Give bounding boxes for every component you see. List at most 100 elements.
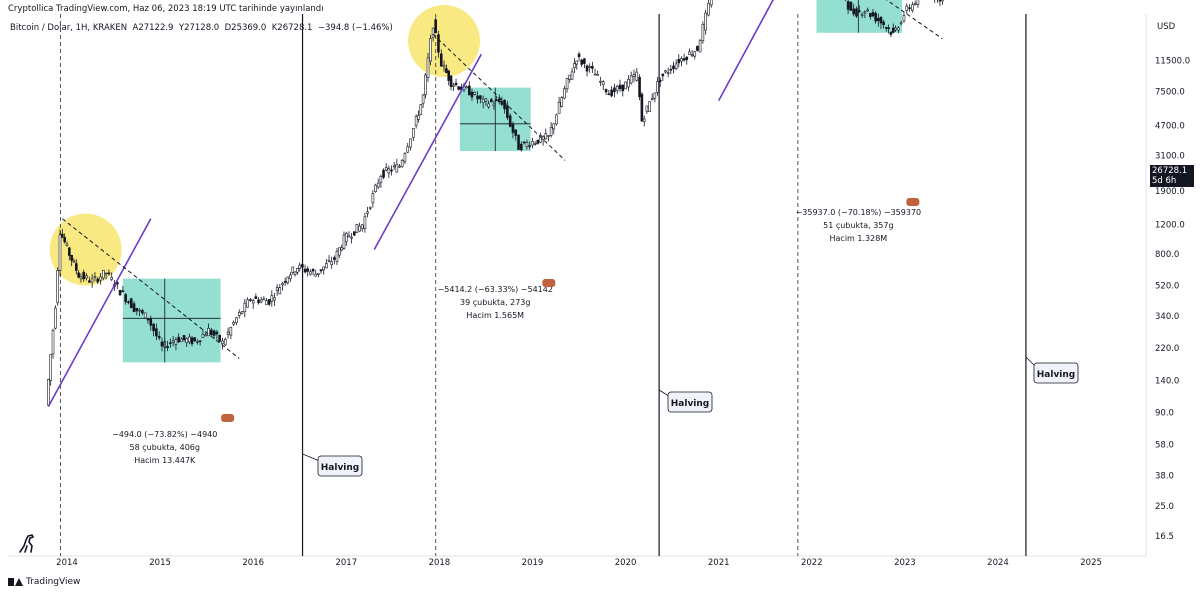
candle-body <box>860 14 864 16</box>
candle-body <box>525 142 529 147</box>
candle-body <box>849 1 853 11</box>
candle-body <box>669 69 673 71</box>
bear-icon <box>221 414 235 422</box>
candle-body <box>366 211 369 214</box>
candle-body <box>552 123 556 130</box>
candle-body <box>355 224 359 233</box>
candle-body <box>690 54 694 57</box>
x-tick-label: 2018 <box>429 558 451 568</box>
candle-body <box>506 105 509 118</box>
candle-body <box>190 337 194 345</box>
halving-callout-box <box>667 391 713 413</box>
candle-body <box>72 260 76 263</box>
candle-body <box>335 250 339 262</box>
candle-body <box>75 263 78 271</box>
trend-line <box>47 218 152 407</box>
candle-body <box>368 206 372 209</box>
y-tick-label: 520.0 <box>1155 281 1179 291</box>
x-tick-label: 2014 <box>56 558 78 568</box>
candle-body <box>541 136 545 140</box>
candle-body <box>908 7 911 10</box>
candle-body <box>874 12 877 22</box>
candle-body <box>693 51 697 57</box>
candle-body <box>889 31 893 35</box>
candle-body <box>240 311 244 314</box>
candle-body <box>677 59 681 64</box>
candle-body <box>296 268 299 273</box>
candle-body <box>352 231 356 236</box>
candle-body <box>449 75 453 87</box>
candle-body <box>484 98 488 102</box>
candle-body <box>409 138 412 148</box>
candle-body <box>632 74 636 77</box>
candle-body <box>193 337 196 342</box>
candle-body <box>479 95 482 100</box>
candle-body <box>340 247 343 251</box>
candle-body <box>666 72 670 74</box>
measure-bars-text: 51 çubukta, 357g <box>823 221 893 230</box>
x-tick-label: 2024 <box>987 558 1009 568</box>
measure-change-text: −5414.2 (−63.33%) −54142 <box>438 285 553 294</box>
candle-body <box>232 322 235 325</box>
measure-volume-text: Hacim 1.565M <box>466 311 524 320</box>
candle-body <box>82 271 86 280</box>
candle-body <box>79 276 83 280</box>
candle-body <box>143 312 147 319</box>
candle-body <box>638 76 641 98</box>
candle-body <box>531 141 534 146</box>
candle-body <box>309 271 312 275</box>
candle-body <box>376 182 380 188</box>
candle-body <box>273 297 276 301</box>
candle-body <box>392 165 396 168</box>
candle-body <box>198 340 202 343</box>
candle-body <box>424 74 427 95</box>
candle-body <box>439 53 443 67</box>
candle-body <box>196 341 199 343</box>
candle-body <box>650 98 654 101</box>
candle-body <box>218 334 221 342</box>
candle-body <box>674 63 678 69</box>
candle-body <box>118 289 122 296</box>
candle-body <box>325 263 328 269</box>
candle-body <box>911 4 914 11</box>
candle-body <box>452 84 455 87</box>
candle-body <box>894 27 897 31</box>
candle-body <box>568 74 572 80</box>
candle-body <box>604 89 608 93</box>
candle-body <box>615 86 619 91</box>
candle-body <box>160 341 164 347</box>
candle-body <box>56 270 59 304</box>
halving-label: Halving <box>321 463 360 473</box>
candle-body <box>876 18 880 22</box>
top-highlight-circle <box>49 213 122 286</box>
candle-body <box>621 84 625 92</box>
candle-body <box>104 272 108 275</box>
candle-body <box>879 16 883 24</box>
candle-body <box>68 247 71 256</box>
last-price-badge: 26728.1 5d 6h <box>1150 165 1194 187</box>
candle-body <box>286 276 290 284</box>
candle-body <box>155 328 158 337</box>
candle-body <box>635 71 639 81</box>
candle-body <box>314 273 318 277</box>
candle-body <box>283 281 287 283</box>
candle-body <box>573 63 576 68</box>
candle-body <box>707 3 710 16</box>
candle-body <box>65 243 69 246</box>
candle-body <box>152 323 155 332</box>
candle-body <box>347 235 351 238</box>
candle-body <box>645 105 649 112</box>
candle-body <box>539 135 542 143</box>
candle-body <box>254 296 258 299</box>
candle-body <box>390 169 393 172</box>
candle-body <box>698 40 702 53</box>
candle-body <box>107 272 111 275</box>
candle-body <box>344 232 348 242</box>
candle-body <box>363 216 367 229</box>
candle-body <box>696 45 699 51</box>
candle-body <box>887 27 890 30</box>
candle-body <box>243 302 247 313</box>
low-value: D25369.0 <box>224 23 267 33</box>
candle-body <box>267 299 271 305</box>
